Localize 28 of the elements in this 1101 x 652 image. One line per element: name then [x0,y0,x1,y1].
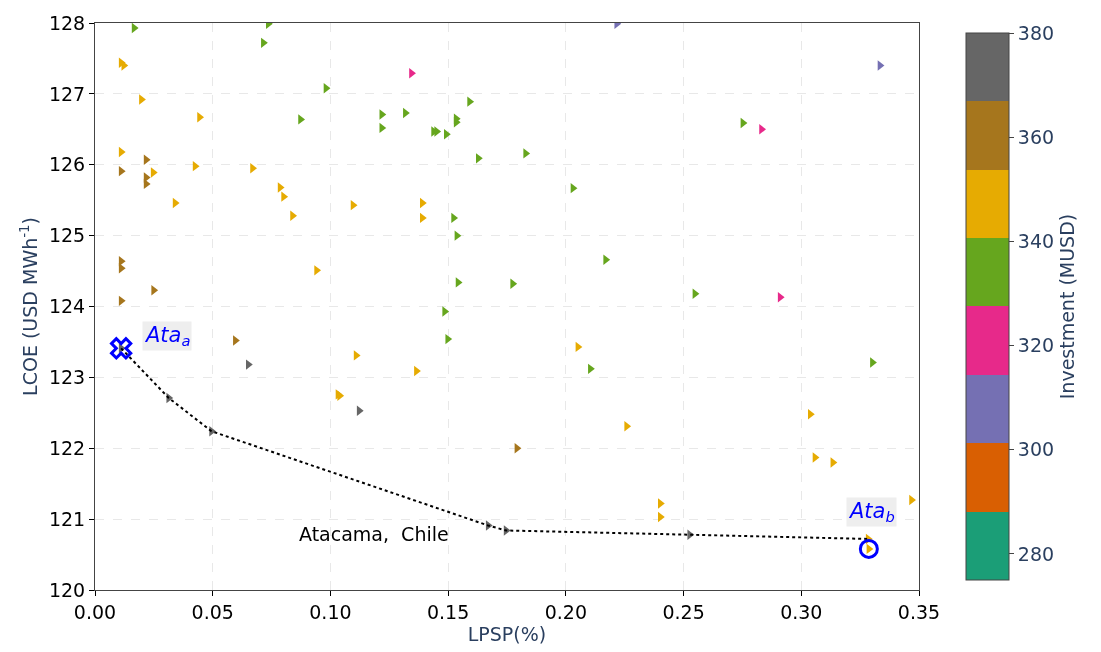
color-bar-label: 360 [1017,125,1055,148]
annotation: Ata$_{a}$ [144,323,191,350]
x-tick-label: 0.30 [780,600,823,623]
x-tick-label: 0.35 [897,600,941,623]
x-tick-label: 0.10 [309,600,352,623]
y-tick-label: 123 [48,366,86,389]
y-tick-label: 120 [48,578,86,601]
x-tick-label: 0.25 [662,600,705,623]
x-axis-title: LPSP(%) [467,622,547,645]
color-bar-label: 280 [1017,542,1055,565]
color-bar-title: Investment (MUSD) [1056,213,1079,400]
y-tick-label: 124 [48,295,86,318]
y-tick-label: 121 [48,507,86,530]
color-bar-label: 300 [1017,438,1055,461]
annotation: Ata$_{b}$ [848,499,895,526]
x-tick-label: 0.15 [426,600,470,623]
x-tick-label: 0.05 [191,600,234,623]
y-tick-label: 128 [48,11,86,34]
y-tick-label: 126 [48,153,86,176]
y-tick-label: 127 [48,82,86,105]
y-tick-label: 122 [48,436,86,459]
color-bar-label: 340 [1017,230,1055,253]
annotation: Atacama, Chile [299,523,449,545]
x-tick-label: 0.20 [544,600,588,623]
color-bar-label: 380 [1017,21,1055,44]
x-tick-label: 0.00 [73,600,117,623]
color-bar-label: 320 [1017,334,1055,357]
y-tick-label: 125 [48,224,86,247]
